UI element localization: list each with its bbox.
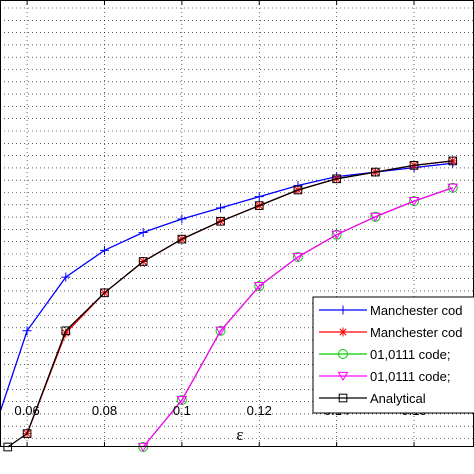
data-point bbox=[61, 326, 71, 336]
legend-marker bbox=[338, 349, 348, 359]
tick-marks bbox=[26, 0, 415, 447]
legend-label: 01,0111 code; bbox=[370, 347, 450, 362]
x-axis-label: ε bbox=[236, 425, 243, 444]
legend-item: 01,0111 code; bbox=[319, 369, 450, 384]
data-point bbox=[254, 201, 264, 210]
data-point bbox=[138, 227, 148, 237]
data-point bbox=[22, 326, 32, 336]
data-point bbox=[100, 288, 109, 298]
legend-marker bbox=[338, 393, 348, 403]
legend-label: Manchester cod bbox=[370, 303, 463, 318]
data-point bbox=[447, 183, 459, 193]
data-point bbox=[176, 395, 188, 406]
data-point bbox=[61, 328, 71, 338]
data-point bbox=[137, 442, 149, 453]
legend-label: Manchester cod bbox=[370, 325, 463, 340]
data-point bbox=[254, 192, 264, 202]
series-line bbox=[7, 160, 453, 448]
legend-item: 01,0111 code; bbox=[319, 347, 450, 362]
x-tick-label: 0.08 bbox=[92, 403, 117, 418]
data-point bbox=[293, 185, 303, 195]
data-point bbox=[408, 197, 420, 207]
data-point bbox=[215, 326, 226, 336]
x-tick-label: 0.12 bbox=[247, 403, 272, 418]
data-point bbox=[177, 234, 187, 244]
data-point bbox=[22, 429, 32, 438]
legend-box bbox=[312, 296, 474, 414]
legend-item: Manchester cod bbox=[319, 325, 463, 340]
data-point bbox=[332, 174, 341, 184]
data-point bbox=[216, 216, 225, 226]
series-layer bbox=[0, 156, 459, 453]
legend-marker bbox=[338, 327, 348, 337]
legend-label: 01,0111 code; bbox=[370, 369, 450, 384]
data-point bbox=[371, 167, 380, 177]
x-tick-labels: 0.060.080.10.120.140.16 bbox=[14, 403, 426, 418]
data-point bbox=[448, 156, 458, 166]
data-point bbox=[61, 272, 71, 282]
x-tick-label: 0.06 bbox=[14, 403, 39, 418]
legend: Manchester cod Manchester cod 01,0111 code… bbox=[312, 296, 474, 414]
data-point bbox=[369, 212, 381, 222]
data-point bbox=[331, 230, 343, 240]
legend-label: Analytical bbox=[370, 391, 426, 406]
legend-item: Manchester cod bbox=[319, 303, 463, 318]
data-point bbox=[99, 245, 109, 255]
data-point bbox=[292, 252, 304, 263]
data-point bbox=[253, 281, 265, 292]
series-line bbox=[142, 187, 453, 448]
series-3 bbox=[137, 183, 459, 453]
data-point bbox=[177, 214, 187, 224]
legend-marker bbox=[337, 371, 349, 382]
legend-marker bbox=[338, 305, 348, 315]
data-point bbox=[216, 203, 226, 213]
data-point bbox=[409, 161, 419, 170]
legend-item: Analytical bbox=[319, 391, 426, 406]
data-point bbox=[138, 257, 148, 266]
data-point bbox=[448, 156, 458, 166]
x-tick-label: 0.1 bbox=[173, 403, 191, 418]
